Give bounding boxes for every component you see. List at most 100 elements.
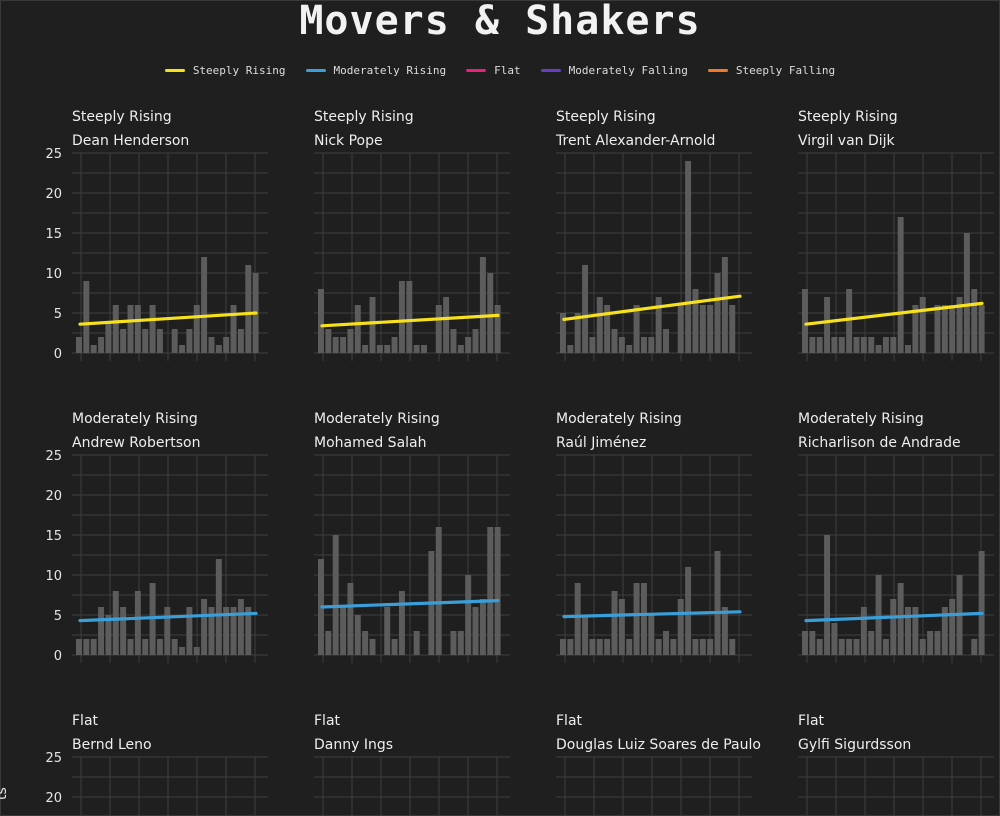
bar [802,631,808,655]
y-tick-label: 25 [45,751,62,766]
bar [127,305,134,353]
bar [978,551,985,655]
bar [149,305,156,353]
bar [941,607,948,655]
bar [560,639,566,655]
bar [215,559,222,655]
bar [223,607,230,655]
bar [112,591,119,655]
bar [134,305,141,353]
bar [567,345,574,353]
bar [655,639,662,655]
bar [640,583,647,655]
trend-line [78,311,258,326]
bar [201,599,208,655]
bar [398,591,405,655]
bar [685,161,692,353]
bar [919,639,926,655]
bar [98,337,105,353]
y-tick-label: 0 [54,347,62,362]
panel-category: Flat [556,713,583,729]
legend-swatch [707,69,728,72]
panel [556,756,752,816]
panel-category: Flat [314,713,341,729]
bar [934,631,941,655]
bar [707,639,714,655]
panel [798,454,994,663]
y-tick-label: 5 [54,307,62,322]
bar [663,329,669,353]
bar [171,639,178,655]
bar [105,321,112,353]
bar [882,639,889,655]
panel-category: Steeply Rising [798,109,898,125]
bar [193,647,200,655]
bar [237,599,244,655]
legend-item: Steeply Falling [707,64,836,77]
bar [142,639,149,655]
bar [465,575,472,655]
legend-swatch [540,69,561,72]
bar [596,639,603,655]
panel-header: Flat Gylfi Sigurdsson [798,709,1000,757]
panel [314,756,510,816]
bar [347,583,354,655]
bar [618,337,625,353]
legend-swatch [164,69,185,72]
bar [354,305,361,353]
bar [611,329,618,353]
bar [223,337,230,353]
panel-header: Moderately Rising Raúl Jiménez [556,407,776,455]
panel-header: Flat Danny Ings [314,709,534,757]
trend-line [562,294,742,321]
bar [105,615,112,655]
bar [611,591,618,655]
panel [556,454,752,663]
panel: 0 5 10 15 20 25 [45,449,268,664]
bar [633,305,640,353]
bar [860,607,867,655]
bar [413,631,420,655]
bar [868,631,875,655]
bar [413,345,420,353]
bar [853,337,860,353]
panel-category: Moderately Rising [556,411,682,427]
y-tick-label: 25 [45,449,62,464]
panel-header: Steeply Rising Dean Henderson [72,105,292,153]
bar [479,599,486,655]
panel-player-name: Andrew Robertson [72,435,201,451]
bar [208,607,215,655]
panel-header: Flat Bernd Leno [72,709,292,757]
bar [655,297,662,353]
bar [853,639,860,655]
bar [208,337,215,353]
bar [949,599,956,655]
bar [179,345,185,353]
bar [714,273,721,353]
bar [479,257,486,353]
panel [314,152,510,361]
legend-label: Steeply Falling [735,64,836,77]
panel-category: Moderately Rising [314,411,440,427]
y-tick-label: 5 [54,609,62,624]
panel [556,152,752,361]
bar [809,337,816,353]
bar [164,607,171,655]
panel-category: Moderately Rising [798,411,924,427]
bar [692,289,699,353]
bar [362,345,369,353]
bar [971,639,978,655]
bar [230,607,237,655]
bar [809,631,816,655]
bar [589,639,596,655]
bar [875,345,882,353]
bar [699,639,706,655]
panel-player-name: Raúl Jiménez [556,435,647,451]
bar [648,337,655,353]
bar [721,607,728,655]
bar [127,639,134,655]
bar [398,281,405,353]
legend: Steeply Rising Moderately Rising Flat Moder… [0,64,1000,77]
bar [978,305,985,353]
bar [677,599,684,655]
